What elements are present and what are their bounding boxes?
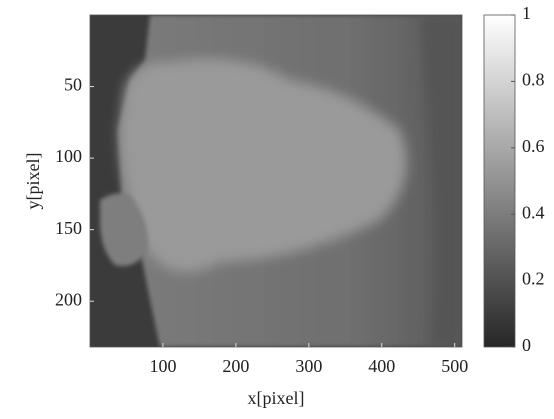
y-tick-label: 50 bbox=[64, 75, 82, 95]
colorbar-tick-label: 0.2 bbox=[522, 269, 545, 289]
colorbar-tick-label: 1 bbox=[522, 3, 531, 23]
y-tick-label: 200 bbox=[55, 289, 82, 309]
y-tick-label: 150 bbox=[55, 218, 82, 238]
x-tick-label: 200 bbox=[222, 356, 249, 376]
x-tick-label: 400 bbox=[368, 356, 395, 376]
colorbar-tick-label: 0 bbox=[522, 335, 531, 355]
plot-frame bbox=[89, 14, 463, 348]
colorbar-tick-label: 0.4 bbox=[522, 202, 545, 222]
x-axis-label: x[pixel] bbox=[248, 388, 305, 408]
image bbox=[90, 15, 462, 347]
colorbar bbox=[483, 14, 516, 348]
x-tick-label: 100 bbox=[149, 356, 176, 376]
y-tick-label: 100 bbox=[55, 146, 82, 166]
colorbar-tick-label: 0.6 bbox=[522, 136, 545, 156]
y-axis-label: y[pixel] bbox=[23, 153, 43, 210]
x-tick-label: 500 bbox=[441, 356, 468, 376]
x-tick-label: 300 bbox=[295, 356, 322, 376]
colorbar-tick-label: 0.8 bbox=[522, 70, 545, 90]
